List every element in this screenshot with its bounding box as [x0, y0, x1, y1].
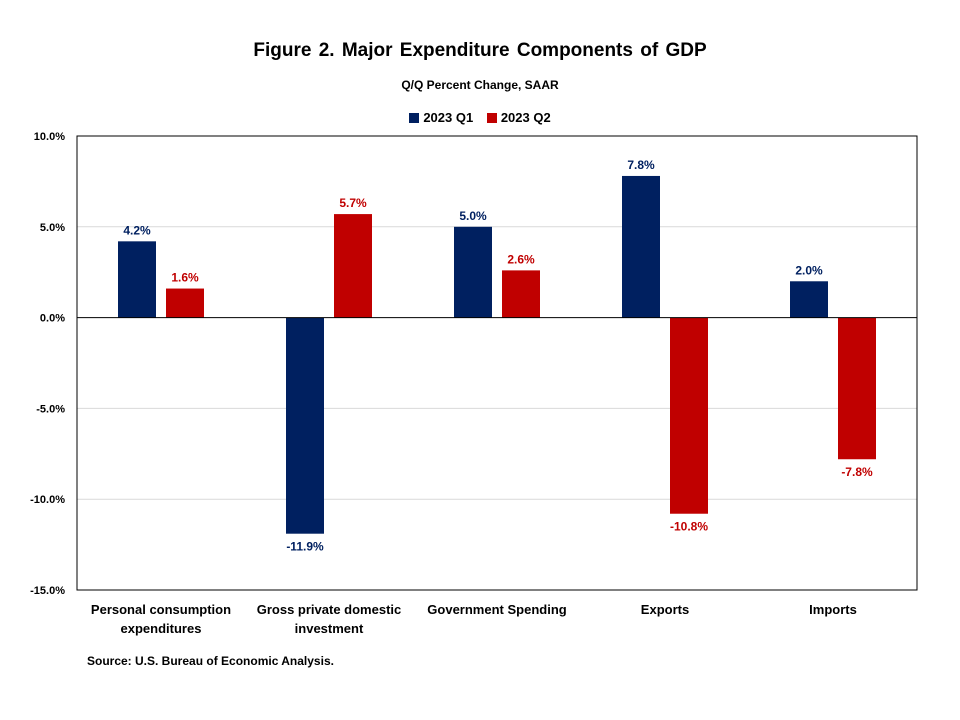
- x-category-label: Imports: [809, 602, 857, 617]
- data-label: -7.8%: [841, 465, 873, 479]
- data-label: 2.6%: [507, 252, 535, 266]
- bar: [454, 226, 492, 318]
- source-note: Source: U.S. Bureau of Economic Analysis…: [87, 654, 334, 668]
- y-tick-label: -5.0%: [36, 403, 65, 415]
- legend-item-q2: 2023 Q2: [486, 110, 551, 125]
- chart-subtitle: Q/Q Percent Change, SAAR: [401, 78, 559, 92]
- plot-area-border: [76, 135, 918, 591]
- gridlines: [77, 226, 917, 500]
- bar: [118, 241, 156, 318]
- bar: [334, 214, 372, 318]
- x-category-label: investment: [295, 621, 364, 636]
- bar: [838, 317, 876, 460]
- legend-swatch-q2: [486, 113, 497, 123]
- bar: [790, 281, 828, 318]
- data-label: 2.0%: [795, 263, 823, 277]
- bar: [670, 317, 708, 514]
- data-label: 4.2%: [123, 223, 151, 237]
- y-tick-label: 5.0%: [40, 222, 65, 234]
- bar: [502, 270, 540, 318]
- legend: 2023 Q1 2023 Q2: [0, 110, 960, 125]
- data-labels: 4.2% 1.6% -11.9% 5.7% 5.0% 2.6% 7.8% -10.8% 2.0%…: [123, 158, 873, 554]
- data-label: 5.0%: [459, 209, 487, 223]
- x-axis-category-labels: Personal consumption expenditures Gross pr…: [91, 602, 857, 636]
- legend-item-q1: 2023 Q1: [409, 110, 473, 125]
- y-tick-label: 0.0%: [40, 313, 65, 325]
- data-label: 1.6%: [171, 271, 199, 285]
- x-category-label: expenditures: [121, 621, 202, 636]
- data-label: 5.7%: [339, 196, 367, 210]
- chart-title: Figure 2. Major Expenditure Components o…: [253, 40, 707, 61]
- y-tick-label: 10.0%: [34, 131, 65, 143]
- bar: [622, 175, 660, 318]
- bar: [166, 288, 204, 318]
- legend-label-q1: 2023 Q1: [423, 110, 474, 125]
- y-tick-label: -15.0%: [30, 585, 65, 597]
- x-category-label: Gross private domestic: [257, 602, 402, 617]
- bar: [286, 317, 324, 534]
- bars: [118, 175, 876, 534]
- x-category-label: Government Spending: [427, 602, 566, 617]
- data-label: -10.8%: [670, 520, 708, 534]
- y-tick-label: -10.0%: [30, 494, 65, 506]
- y-axis-tick-labels: 10.0% 5.0% 0.0% -5.0% -10.0% -15.0%: [30, 131, 65, 597]
- x-category-label: Exports: [641, 602, 689, 617]
- legend-label-q2: 2023 Q2: [500, 110, 551, 125]
- data-label: 7.8%: [627, 158, 655, 172]
- legend-swatch-q1: [409, 113, 420, 123]
- data-label: -11.9%: [286, 540, 324, 554]
- x-category-label: Personal consumption: [91, 602, 231, 617]
